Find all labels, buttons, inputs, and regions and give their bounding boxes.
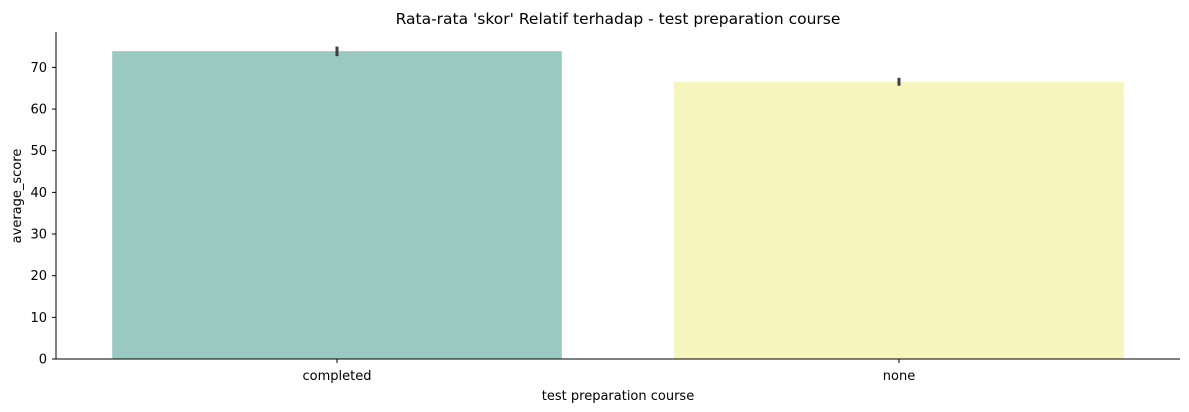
chart-title: Rata-rata 'skor' Relatif terhadap - test… <box>396 10 841 28</box>
x-axis-label: test preparation course <box>542 389 694 404</box>
y-tick-label-60: 60 <box>30 103 47 118</box>
y-tick-label-50: 50 <box>30 144 47 159</box>
bars-group <box>112 51 1124 360</box>
y-tick-label-0: 0 <box>39 353 47 368</box>
y-tick-label-40: 40 <box>30 186 47 201</box>
error-bars-group <box>335 46 901 86</box>
x-tick-label-none: none <box>883 369 915 384</box>
x-tick-label-completed: completed <box>303 369 372 384</box>
y-tick-label-10: 10 <box>30 311 47 326</box>
y-tick-label-70: 70 <box>30 61 47 76</box>
bar-completed <box>112 51 562 360</box>
y-tick-label-30: 30 <box>30 228 47 243</box>
y-tick-label-20: 20 <box>30 269 47 284</box>
y-ticks-group: 0 10 20 30 40 50 60 70 <box>30 61 56 368</box>
x-ticks-group: completed none <box>303 359 915 384</box>
y-axis-label: average_score <box>10 149 25 244</box>
bar-none <box>674 81 1124 360</box>
